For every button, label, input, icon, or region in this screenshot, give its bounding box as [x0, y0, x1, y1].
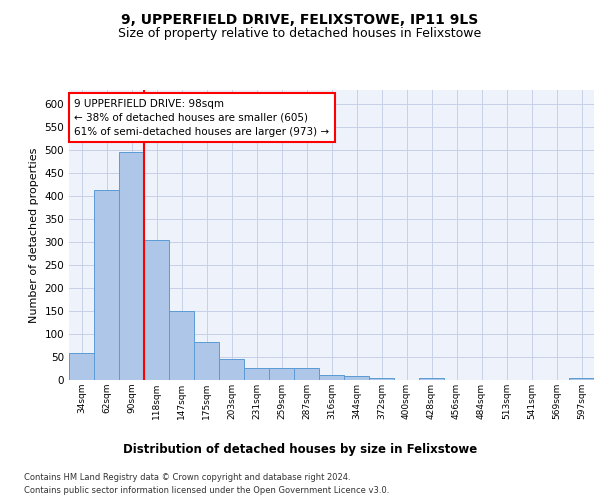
Text: Distribution of detached houses by size in Felixstowe: Distribution of detached houses by size …	[123, 442, 477, 456]
Bar	[344, 376, 369, 380]
Bar	[69, 354, 94, 380]
Bar	[194, 342, 219, 380]
Text: Contains public sector information licensed under the Open Government Licence v3: Contains public sector information licen…	[24, 486, 389, 495]
Text: Contains HM Land Registry data © Crown copyright and database right 2024.: Contains HM Land Registry data © Crown c…	[24, 472, 350, 482]
Bar	[144, 240, 169, 380]
Bar	[219, 360, 244, 380]
Text: Size of property relative to detached houses in Felixstowe: Size of property relative to detached ho…	[118, 28, 482, 40]
Bar	[419, 378, 444, 380]
Text: 9, UPPERFIELD DRIVE, FELIXSTOWE, IP11 9LS: 9, UPPERFIELD DRIVE, FELIXSTOWE, IP11 9L…	[121, 12, 479, 26]
Y-axis label: Number of detached properties: Number of detached properties	[29, 148, 39, 322]
Bar	[269, 368, 294, 380]
Bar	[369, 378, 394, 380]
Bar	[294, 368, 319, 380]
Bar	[119, 152, 144, 380]
Bar	[169, 311, 194, 380]
Bar	[569, 378, 594, 380]
Bar	[94, 190, 119, 380]
Bar	[244, 368, 269, 380]
Bar	[319, 376, 344, 380]
Text: 9 UPPERFIELD DRIVE: 98sqm
← 38% of detached houses are smaller (605)
61% of semi: 9 UPPERFIELD DRIVE: 98sqm ← 38% of detac…	[74, 98, 329, 136]
